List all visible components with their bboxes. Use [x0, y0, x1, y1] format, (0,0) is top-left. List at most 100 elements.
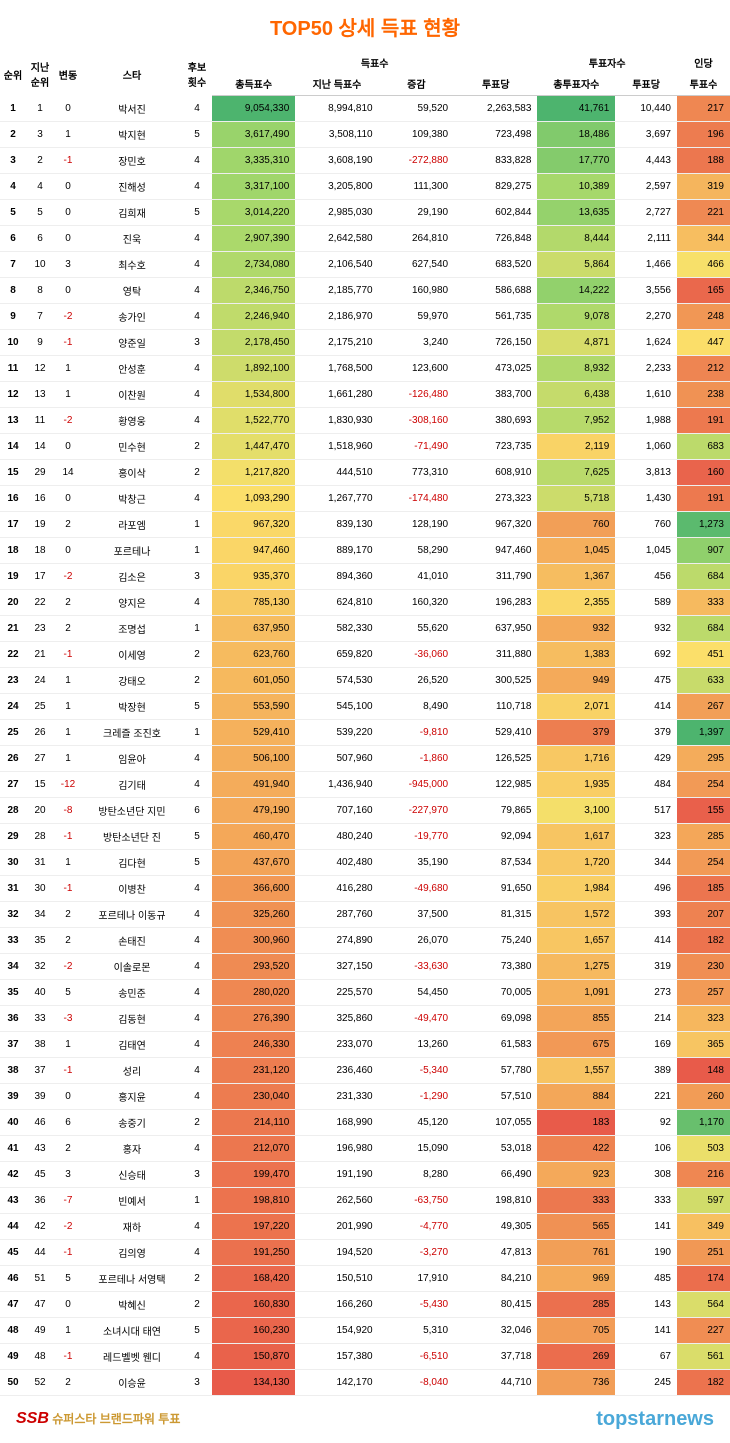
cell-voters-per: 106	[615, 1135, 677, 1161]
cell-prev-votes: 2,985,030	[295, 199, 378, 225]
cell-cand: 5	[182, 849, 212, 875]
cell-change: 3	[54, 251, 82, 277]
cell-star: 임윤아	[82, 745, 182, 771]
cell-change: -1	[54, 1239, 82, 1265]
cell-change: 1	[54, 1317, 82, 1343]
cell-rank: 14	[0, 433, 26, 459]
cell-change: 1	[54, 667, 82, 693]
cell-voters-per: 496	[615, 875, 677, 901]
table-row: 37 38 1 김태연 4 246,330 233,070 13,260 61,…	[0, 1031, 730, 1057]
cell-total-voters: 969	[537, 1265, 615, 1291]
cell-change: 0	[54, 199, 82, 225]
cell-per-voting: 723,735	[454, 433, 537, 459]
footer: SSB 슈퍼스타 브랜드파워 투표 topstarnews	[0, 1396, 730, 1443]
cell-rank: 47	[0, 1291, 26, 1317]
cell-total-votes: 160,830	[212, 1291, 295, 1317]
cell-change: 1	[54, 1031, 82, 1057]
footer-left: SSB 슈퍼스타 브랜드파워 투표	[16, 1410, 180, 1428]
cell-star: 신승태	[82, 1161, 182, 1187]
cell-prev: 20	[26, 797, 54, 823]
cell-voters-per: 1,624	[615, 329, 677, 355]
cell-cand: 1	[182, 511, 212, 537]
cell-star: 이솔로몬	[82, 953, 182, 979]
cell-change: -12	[54, 771, 82, 797]
cell-star: 방탄소년단 진	[82, 823, 182, 849]
cell-rank: 18	[0, 537, 26, 563]
cell-voters-per: 92	[615, 1109, 677, 1135]
cell-change: 2	[54, 927, 82, 953]
cell-total-voters: 1,935	[537, 771, 615, 797]
cell-per-voting: 608,910	[454, 459, 537, 485]
cell-star: 김태연	[82, 1031, 182, 1057]
cell-per-person: 221	[677, 199, 730, 225]
cell-voters-per: 932	[615, 615, 677, 641]
cell-star: 송민준	[82, 979, 182, 1005]
cell-voters-per: 190	[615, 1239, 677, 1265]
cell-diff: 59,520	[379, 96, 455, 122]
table-row: 25 26 1 크레즐 조진호 1 529,410 539,220 -9,810…	[0, 719, 730, 745]
cell-voters-per: 2,270	[615, 303, 677, 329]
cell-prev: 32	[26, 953, 54, 979]
cell-voters-per: 319	[615, 953, 677, 979]
cell-per-person: 333	[677, 589, 730, 615]
cell-prev-votes: 582,330	[295, 615, 378, 641]
cell-per-person: 684	[677, 563, 730, 589]
cell-star: 황영웅	[82, 407, 182, 433]
cell-per-voting: 311,880	[454, 641, 537, 667]
cell-rank: 3	[0, 147, 26, 173]
cell-total-voters: 285	[537, 1291, 615, 1317]
cell-change: -8	[54, 797, 82, 823]
cell-total-votes: 623,760	[212, 641, 295, 667]
cell-change: -1	[54, 823, 82, 849]
cell-total-voters: 9,078	[537, 303, 615, 329]
cell-change: 0	[54, 1291, 82, 1317]
cell-change: 0	[54, 433, 82, 459]
cell-per-voting: 726,150	[454, 329, 537, 355]
cell-rank: 36	[0, 1005, 26, 1031]
cell-prev: 11	[26, 407, 54, 433]
cell-cand: 2	[182, 641, 212, 667]
table-row: 43 36 -7 빈예서 1 198,810 262,560 -63,750 1…	[0, 1187, 730, 1213]
cell-rank: 42	[0, 1161, 26, 1187]
table-row: 29 28 -1 방탄소년단 진 5 460,470 480,240 -19,7…	[0, 823, 730, 849]
cell-diff: 3,240	[379, 329, 455, 355]
col-prev: 지난 순위	[26, 53, 54, 96]
cell-prev-votes: 894,360	[295, 563, 378, 589]
col-diff: 증감	[379, 72, 455, 96]
cell-cand: 4	[182, 901, 212, 927]
cell-total-votes: 553,590	[212, 693, 295, 719]
cell-prev-votes: 3,608,190	[295, 147, 378, 173]
cell-per-voting: 529,410	[454, 719, 537, 745]
cell-rank: 35	[0, 979, 26, 1005]
cell-per-voting: 637,950	[454, 615, 537, 641]
cell-per-person: 182	[677, 927, 730, 953]
cell-diff: -33,630	[379, 953, 455, 979]
cell-rank: 29	[0, 823, 26, 849]
cell-star: 방탄소년단 지민	[82, 797, 182, 823]
cell-change: -3	[54, 1005, 82, 1031]
cell-total-voters: 1,383	[537, 641, 615, 667]
cell-per-voting: 380,693	[454, 407, 537, 433]
cell-total-votes: 214,110	[212, 1109, 295, 1135]
cell-change: -1	[54, 1343, 82, 1369]
cell-total-voters: 675	[537, 1031, 615, 1057]
cell-diff: -63,750	[379, 1187, 455, 1213]
table-row: 24 25 1 박장현 5 553,590 545,100 8,490 110,…	[0, 693, 730, 719]
cell-per-person: 165	[677, 277, 730, 303]
cell-cand: 4	[182, 1057, 212, 1083]
cell-diff: 35,190	[379, 849, 455, 875]
cell-voters-per: 2,597	[615, 173, 677, 199]
cell-per-person: 251	[677, 1239, 730, 1265]
cell-change: 3	[54, 1161, 82, 1187]
cell-cand: 4	[182, 589, 212, 615]
cell-per-person: 155	[677, 797, 730, 823]
cell-voters-per: 273	[615, 979, 677, 1005]
cell-per-voting: 107,055	[454, 1109, 537, 1135]
table-row: 15 29 14 홍이삭 2 1,217,820 444,510 773,310…	[0, 459, 730, 485]
cell-total-votes: 9,054,330	[212, 96, 295, 122]
cell-prev-votes: 3,205,800	[295, 173, 378, 199]
cell-prev: 22	[26, 589, 54, 615]
cell-cand: 1	[182, 615, 212, 641]
cell-total-voters: 379	[537, 719, 615, 745]
cell-voters-per: 393	[615, 901, 677, 927]
